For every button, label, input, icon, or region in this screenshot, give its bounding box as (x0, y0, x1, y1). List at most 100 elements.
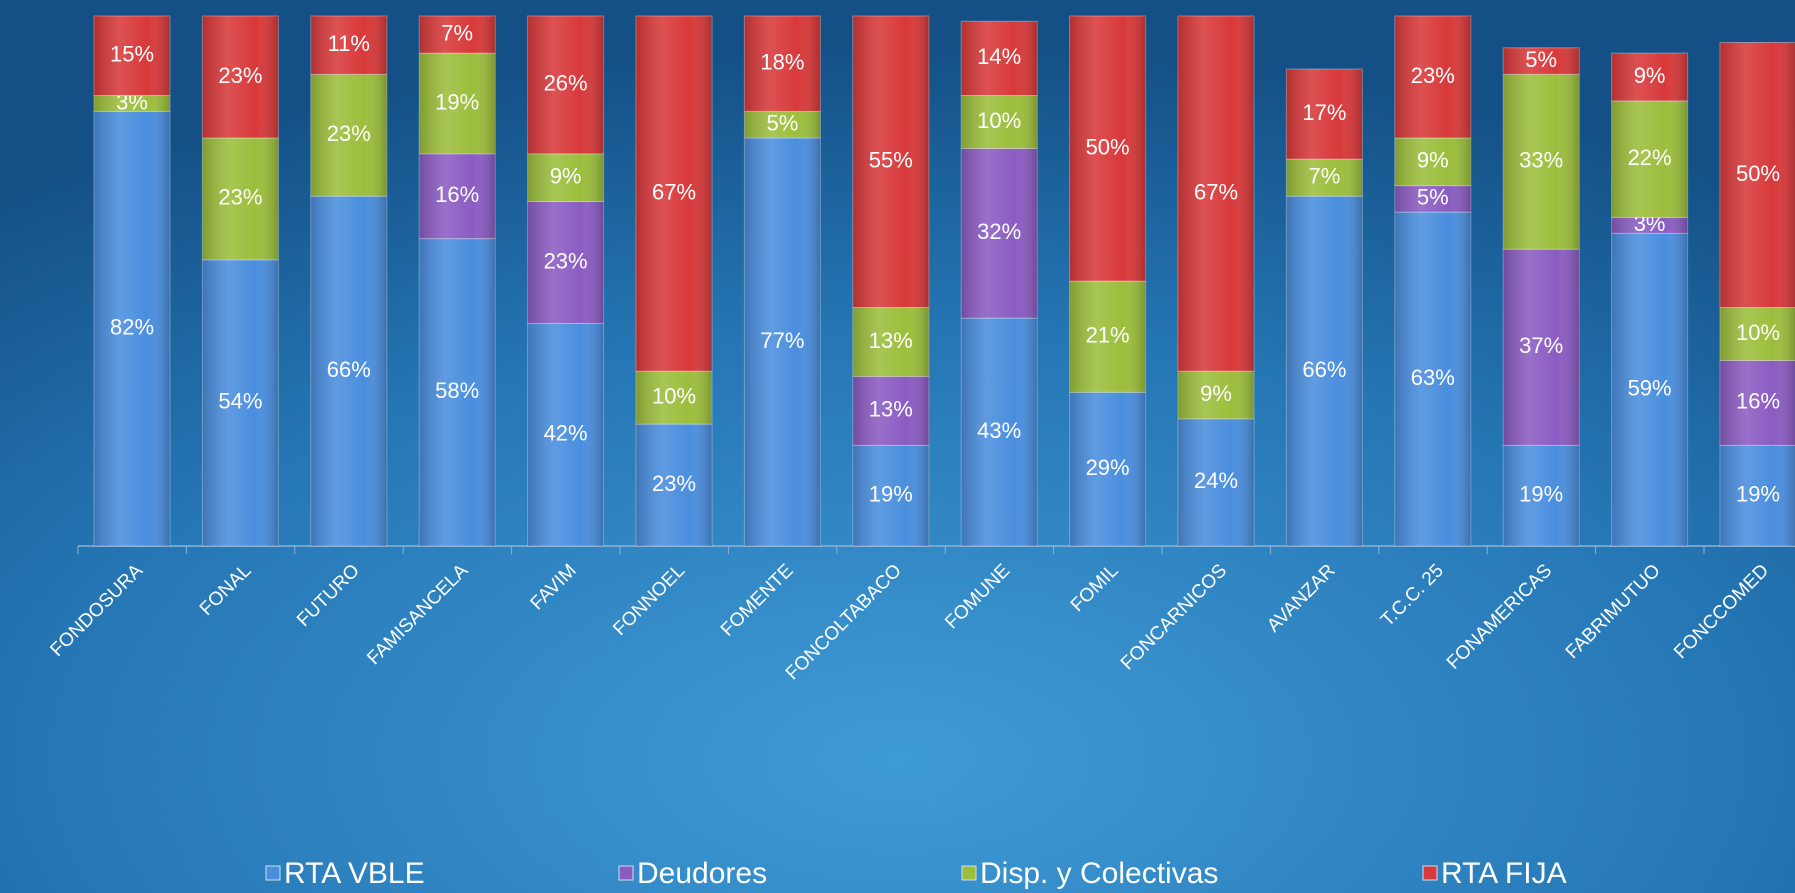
data-label: 21% (1086, 322, 1130, 347)
data-label: 10% (1736, 320, 1780, 345)
bar-shade (1720, 360, 1795, 446)
data-label: 17% (1302, 100, 1346, 125)
bar-shade (961, 148, 1038, 319)
data-label: 18% (760, 50, 804, 75)
bar-shade (744, 111, 821, 138)
data-label: 26% (544, 71, 588, 96)
data-label: 24% (1194, 468, 1238, 493)
bar-shade (419, 16, 496, 54)
bar-shade (636, 424, 712, 546)
data-label: 5% (1525, 47, 1557, 72)
data-label: 66% (327, 357, 371, 382)
bar-shade (1611, 53, 1688, 101)
data-label: 9% (1200, 381, 1232, 406)
bar-shade (744, 16, 821, 112)
data-label: 7% (1309, 163, 1341, 188)
data-label: 10% (977, 108, 1021, 133)
data-label: 22% (1628, 145, 1672, 170)
data-label: 59% (1628, 375, 1672, 400)
bar-shade (852, 16, 929, 308)
bar-shade (94, 95, 170, 112)
legend-label: Disp. y Colectivas (980, 857, 1218, 890)
data-label: 37% (1519, 333, 1563, 358)
data-label: 55% (869, 148, 913, 173)
data-label: 23% (1411, 63, 1455, 88)
data-label: 10% (652, 383, 696, 408)
legend-marker (265, 865, 281, 881)
data-label: 9% (1417, 148, 1449, 173)
bar-shade (1286, 69, 1363, 160)
data-label: 43% (977, 418, 1021, 443)
bar-shade (1286, 159, 1363, 197)
legend-marker (1422, 865, 1438, 881)
bar-shade (1286, 196, 1363, 546)
data-label: 29% (1086, 455, 1130, 480)
bar-shade (852, 445, 929, 546)
data-label: 15% (110, 42, 154, 67)
legend-label: RTA VBLE (284, 857, 425, 890)
legend-label: Deudores (637, 857, 767, 890)
bar-shade (527, 16, 604, 154)
bar-shade (94, 111, 170, 547)
legend-label: RTA FIJA (1441, 857, 1567, 890)
bar-shade (1503, 249, 1580, 446)
data-label: 16% (1736, 389, 1780, 414)
data-label: 82% (110, 315, 154, 340)
bar-shade (961, 318, 1038, 546)
bar-shade (852, 376, 929, 446)
data-label: 19% (1736, 481, 1780, 506)
bar-shade (1611, 217, 1688, 234)
data-label: 9% (1634, 63, 1666, 88)
data-label: 19% (435, 89, 479, 114)
bar-shade (1394, 185, 1471, 213)
data-label: 42% (544, 421, 588, 446)
data-label: 13% (869, 328, 913, 353)
data-label: 67% (1194, 179, 1238, 204)
bar-shade (1394, 212, 1471, 546)
bar-shade (961, 21, 1038, 96)
data-label: 67% (652, 179, 696, 204)
data-label: 54% (218, 389, 262, 414)
bar-shade (419, 53, 496, 154)
bar-shade (1611, 233, 1688, 547)
bar-shade (202, 137, 279, 260)
bar-shade (1069, 392, 1146, 546)
bar-shade (1178, 371, 1254, 419)
data-label: 23% (218, 63, 262, 88)
data-label: 77% (760, 328, 804, 353)
data-label: 13% (869, 397, 913, 422)
bar-shade (1503, 74, 1580, 250)
data-label: 66% (1302, 357, 1346, 382)
bar-shade (527, 201, 604, 324)
bar-shade (1503, 445, 1580, 546)
bar-shade (1720, 445, 1795, 546)
bar-shade (1720, 42, 1795, 308)
data-label: 19% (1519, 481, 1563, 506)
data-label: 63% (1411, 365, 1455, 390)
data-label: 7% (441, 20, 473, 45)
bar-shade (852, 307, 929, 377)
bar-shade (744, 137, 821, 546)
bar-shade (419, 153, 496, 239)
data-label: 9% (550, 163, 582, 188)
bar-shade (202, 259, 279, 546)
legend-marker (618, 865, 634, 881)
bar-shade (1503, 47, 1580, 75)
bar-shade (94, 16, 170, 96)
data-label: 23% (327, 121, 371, 146)
data-label: 50% (1736, 161, 1780, 186)
bar-shade (527, 153, 604, 202)
data-label: 14% (977, 44, 1021, 69)
data-label: 16% (435, 182, 479, 207)
bar-shade (636, 371, 712, 425)
legend-marker (961, 865, 977, 881)
bar-shade (636, 16, 712, 372)
data-label: 19% (869, 481, 913, 506)
data-label: 32% (977, 219, 1021, 244)
bar-shade (1720, 307, 1795, 361)
data-label: 58% (435, 378, 479, 403)
data-label: 5% (1417, 185, 1449, 210)
data-label: 23% (218, 185, 262, 210)
bar-shade (310, 16, 387, 75)
bar-shade (202, 16, 279, 138)
